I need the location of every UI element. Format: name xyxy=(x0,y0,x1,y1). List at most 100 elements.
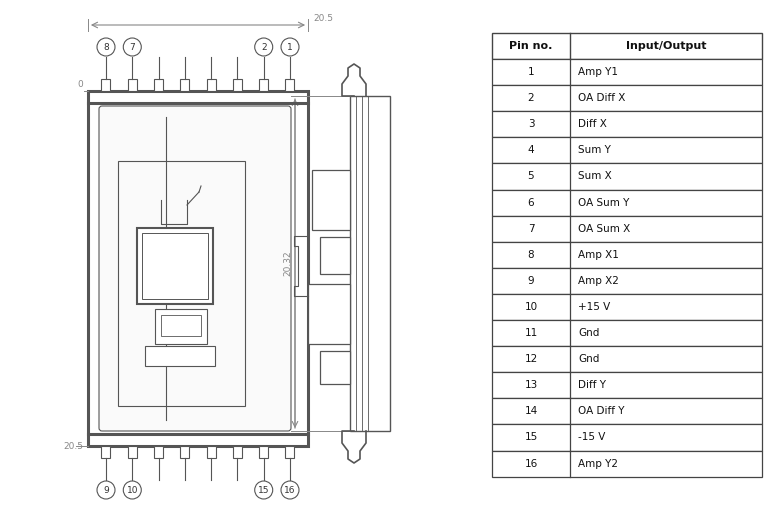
Bar xyxy=(128,446,137,458)
Bar xyxy=(492,33,762,59)
Bar xyxy=(137,228,213,304)
Text: Diff X: Diff X xyxy=(578,119,607,129)
Bar xyxy=(492,398,762,425)
Bar xyxy=(207,446,216,458)
Text: 5: 5 xyxy=(527,172,534,181)
Text: Amp Y1: Amp Y1 xyxy=(578,67,618,77)
Text: Diff Y: Diff Y xyxy=(578,380,606,390)
Text: Amp Y2: Amp Y2 xyxy=(578,458,618,469)
Bar xyxy=(492,425,762,451)
Bar xyxy=(492,346,762,372)
Bar xyxy=(207,79,216,91)
Bar xyxy=(492,242,762,268)
Text: 7: 7 xyxy=(527,224,534,234)
Text: 11: 11 xyxy=(524,328,538,338)
Text: 1: 1 xyxy=(527,67,534,77)
Text: 6: 6 xyxy=(527,198,534,207)
Bar xyxy=(142,233,208,299)
Bar xyxy=(492,59,762,85)
Bar xyxy=(492,268,762,294)
Text: 9: 9 xyxy=(527,276,534,286)
Bar xyxy=(101,79,110,91)
Bar xyxy=(308,284,350,344)
Bar xyxy=(286,79,295,91)
Bar xyxy=(259,446,268,458)
Text: Sum X: Sum X xyxy=(578,172,612,181)
Text: 4: 4 xyxy=(527,145,534,155)
Bar xyxy=(155,309,207,344)
Text: 12: 12 xyxy=(524,354,538,364)
Bar xyxy=(286,446,295,458)
Bar xyxy=(88,91,308,446)
Bar xyxy=(320,237,350,273)
Circle shape xyxy=(281,481,299,499)
Bar xyxy=(492,451,762,477)
Bar xyxy=(320,351,350,384)
Circle shape xyxy=(97,38,115,56)
Bar xyxy=(128,79,137,91)
Circle shape xyxy=(254,38,273,56)
Circle shape xyxy=(123,481,142,499)
Bar xyxy=(350,96,390,431)
Text: Input/Output: Input/Output xyxy=(626,41,706,51)
Text: 1: 1 xyxy=(287,42,293,52)
Bar xyxy=(492,190,762,216)
Text: Amp X2: Amp X2 xyxy=(578,276,619,286)
Bar xyxy=(233,446,242,458)
Bar xyxy=(154,446,163,458)
Circle shape xyxy=(281,38,299,56)
Bar xyxy=(101,446,110,458)
Circle shape xyxy=(123,38,142,56)
Bar xyxy=(180,79,189,91)
Text: Gnd: Gnd xyxy=(578,328,599,338)
Bar xyxy=(492,164,762,190)
Text: 20.32: 20.32 xyxy=(283,251,292,276)
Text: 16: 16 xyxy=(524,458,538,469)
Text: 2: 2 xyxy=(261,42,267,52)
Bar xyxy=(145,346,215,366)
Bar xyxy=(180,446,189,458)
Text: 14: 14 xyxy=(524,406,538,416)
Text: 0: 0 xyxy=(77,80,83,89)
Text: -15 V: -15 V xyxy=(578,432,605,443)
Text: OA Diff X: OA Diff X xyxy=(578,93,626,103)
Text: Pin no.: Pin no. xyxy=(510,41,552,51)
Bar xyxy=(492,85,762,111)
Text: 9: 9 xyxy=(103,485,109,495)
Text: 10: 10 xyxy=(524,302,538,312)
Circle shape xyxy=(254,481,273,499)
Text: 20.5: 20.5 xyxy=(313,14,333,23)
Text: 10: 10 xyxy=(127,485,138,495)
Text: 2: 2 xyxy=(527,93,534,103)
Text: OA Sum Y: OA Sum Y xyxy=(578,198,629,207)
FancyBboxPatch shape xyxy=(99,106,291,431)
Text: Sum Y: Sum Y xyxy=(578,145,611,155)
Text: Gnd: Gnd xyxy=(578,354,599,364)
Text: OA Diff Y: OA Diff Y xyxy=(578,406,625,416)
Text: 8: 8 xyxy=(103,42,109,52)
Bar xyxy=(492,216,762,242)
Bar xyxy=(312,170,350,230)
Text: 7: 7 xyxy=(129,42,135,52)
Bar xyxy=(492,320,762,346)
Text: 15: 15 xyxy=(524,432,538,443)
Circle shape xyxy=(97,481,115,499)
Text: 15: 15 xyxy=(258,485,269,495)
Bar xyxy=(259,79,268,91)
Text: 16: 16 xyxy=(284,485,296,495)
Bar xyxy=(492,111,762,137)
Text: 8: 8 xyxy=(527,250,534,260)
Text: OA Sum X: OA Sum X xyxy=(578,224,630,234)
Text: 3: 3 xyxy=(527,119,534,129)
Bar xyxy=(154,79,163,91)
Bar xyxy=(161,315,201,336)
Bar xyxy=(492,137,762,164)
Text: +15 V: +15 V xyxy=(578,302,610,312)
Bar xyxy=(492,372,762,398)
Text: Amp X1: Amp X1 xyxy=(578,250,619,260)
Bar xyxy=(492,294,762,320)
Text: 20.5: 20.5 xyxy=(63,442,83,451)
Bar xyxy=(118,161,245,406)
Text: 13: 13 xyxy=(524,380,538,390)
Bar xyxy=(233,79,242,91)
